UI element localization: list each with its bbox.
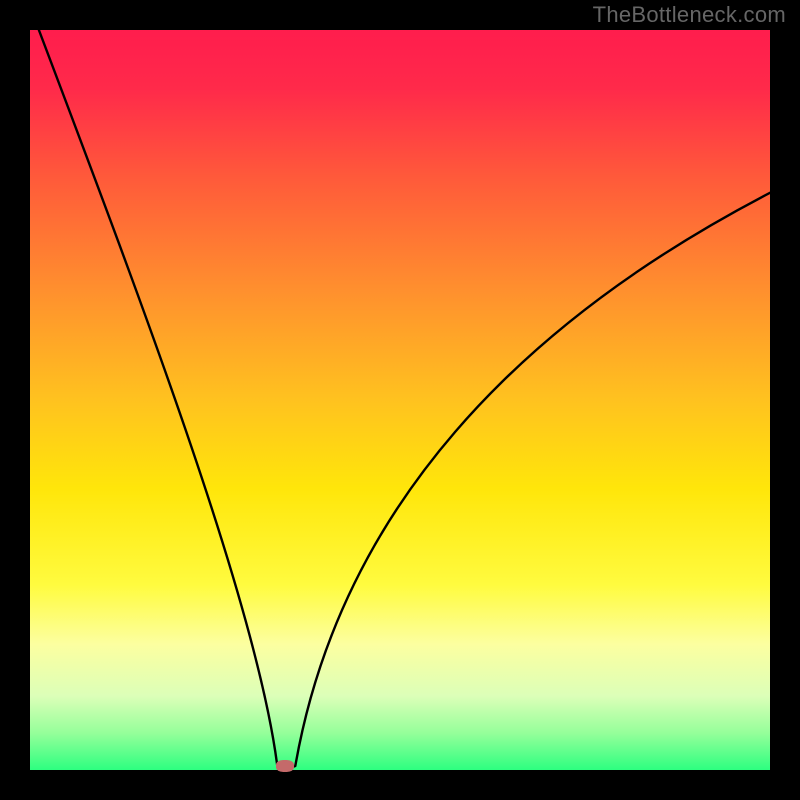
bottleneck-plot: [30, 30, 770, 770]
gradient-background: [30, 30, 770, 770]
gradient-chart-svg: [30, 30, 770, 770]
watermark-text: TheBottleneck.com: [593, 2, 786, 28]
minimum-marker: [276, 760, 294, 772]
